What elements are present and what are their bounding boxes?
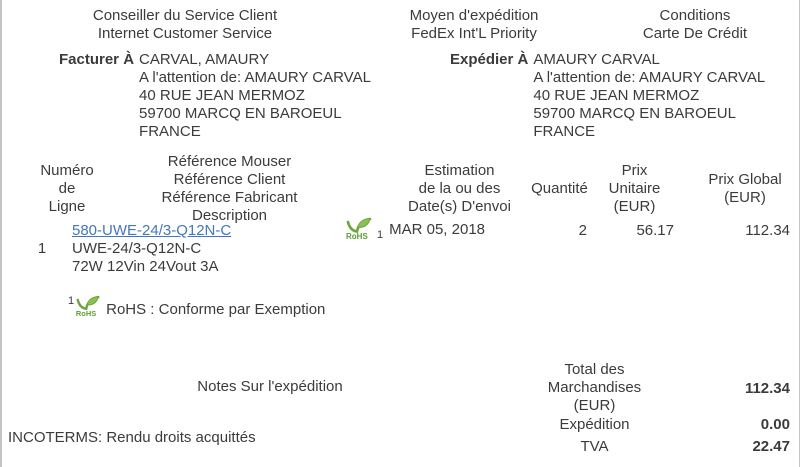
rohs-footnote-marker: 1 (68, 295, 75, 307)
tva-label: TVA (580, 438, 609, 455)
rohs-row-marker: 1 (377, 229, 384, 241)
ship-to-address: AMAURY CARVAL A l'attention de: AMAURY C… (533, 51, 765, 141)
rohs-footnote-text: RoHS : Conforme par Exemption (106, 301, 326, 318)
customer-part: UWE-24/3-Q12N-C (72, 240, 202, 257)
customer-service-value: Internet Customer Service (97, 25, 273, 42)
ship-to-line: 59700 MARCQ EN BAROEUL (533, 105, 736, 122)
bill-to-line: 40 RUE JEAN MERMOZ (139, 87, 305, 104)
part-description: 72W 12Vin 24Vout 3A (72, 258, 219, 275)
ship-to-line: A l'attention de: AMAURY CARVAL (533, 69, 766, 86)
header-ship-date: Estimation de la ou des Date(s) D'envoi (408, 162, 511, 215)
bill-to-block: Facturer À CARVAL, AMAURY A l'attention … (59, 51, 371, 141)
header-ext-price: Prix Global (EUR) (708, 171, 782, 206)
ship-method-label: Moyen d'expédition (409, 7, 539, 24)
ship-to-line: 40 RUE JEAN MERMOZ (533, 87, 700, 104)
shipping-notes-label: Notes Sur l'expédition (197, 378, 343, 395)
bill-to-line: FRANCE (139, 123, 201, 140)
header-quantity: Quantité (531, 180, 588, 197)
mouser-part-link[interactable]: 580-UWE-24/3-Q12N-C (72, 222, 232, 239)
bill-to-line: 59700 MARCQ EN BAROEUL (139, 105, 342, 122)
ship-to-name: AMAURY CARVAL (533, 51, 660, 68)
terms-value: Carte De Crédit (642, 25, 748, 42)
ext-price-cell: 112.34 (745, 222, 790, 239)
customer-service-column: Conseiller du Service Client Internet Cu… (2, 7, 368, 43)
terms-column: Conditions Carte De Crédit (600, 7, 790, 43)
ship-method-column: Moyen d'expédition FedEx Int'L Priority (377, 7, 571, 43)
tva-value: 22.47 (752, 438, 790, 455)
bill-to-address: CARVAL, AMAURY A l'attention de: AMAURY … (139, 51, 371, 141)
bill-to-label: Facturer À (59, 51, 135, 68)
ship-to-line: FRANCE (533, 123, 596, 140)
ship-to-label: Expédier À (450, 51, 529, 68)
svg-text:RoHS: RoHS (346, 232, 368, 240)
ship-date-cell: RoHS 1 MAR 05, 2018 (345, 216, 485, 241)
quantity-cell: 2 (578, 222, 587, 239)
shipping-value: 0.00 (760, 416, 790, 433)
bill-to-name: CARVAL, AMAURY (139, 51, 270, 68)
line-number-cell: 1 (37, 240, 47, 257)
rohs-icon: RoHS (346, 217, 372, 240)
ship-method-value: FedEx Int'L Priority (411, 25, 537, 42)
total-merchandise-value: 112.34 (744, 380, 790, 397)
rohs-footnote: 1 RoHS RoHS : Conforme par Exemption (68, 294, 325, 319)
unit-price-cell: 56.17 (636, 222, 674, 239)
customer-service-label: Conseiller du Service Client (92, 7, 278, 24)
header-unit-price: Prix Unitaire (EUR) (608, 162, 661, 215)
header-line-number: Numéro de Ligne (40, 162, 94, 215)
bill-to-line: A l'attention de: AMAURY CARVAL (139, 69, 371, 86)
terms-label: Conditions (659, 7, 731, 24)
header-references: Référence Mouser Référence Client Référe… (161, 153, 298, 224)
total-merchandise-label: Total des Marchandises (EUR) (547, 361, 642, 414)
rohs-icon: RoHS (76, 295, 100, 317)
incoterms-text: INCOTERMS: Rendu droits acquittés (8, 429, 256, 446)
svg-text:RoHS: RoHS (76, 309, 96, 317)
ship-to-block: Expédier À AMAURY CARVAL A l'attention d… (450, 51, 765, 141)
shipping-label: Expédition (559, 416, 630, 433)
ship-date: MAR 05, 2018 (389, 221, 486, 238)
part-cell: 580-UWE-24/3-Q12N-C UWE-24/3-Q12N-C 72W … (72, 222, 231, 276)
